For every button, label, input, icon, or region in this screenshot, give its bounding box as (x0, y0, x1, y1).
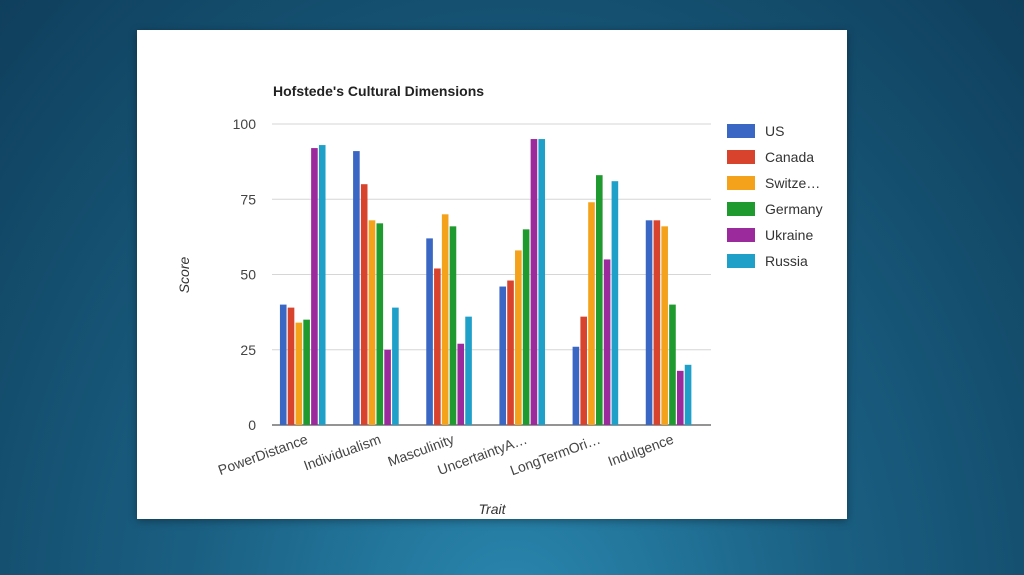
x-axis-title: Trait (479, 501, 507, 517)
legend-swatch-russia (727, 254, 755, 268)
chart-title: Hofstede's Cultural Dimensions (273, 83, 484, 99)
legend-swatch-us (727, 124, 755, 138)
bar-ukraine-0 (311, 148, 318, 425)
bar-us-2 (426, 238, 433, 425)
bar-switzerland-4 (588, 202, 595, 425)
bar-ukraine-3 (530, 139, 538, 426)
gridlines (272, 123, 711, 426)
bar-ukraine-5 (676, 370, 684, 425)
bar-russia-0 (318, 145, 326, 425)
bar-germany-5 (669, 304, 676, 425)
bar-canada-2 (434, 268, 441, 425)
legend-swatch-ukraine (727, 228, 755, 242)
bar-switzerland-2 (441, 214, 449, 425)
bar-switzerland-0 (295, 322, 303, 425)
bar-chart: Hofstede's Cultural Dimensions 0 25 50 75 10… (176, 83, 823, 517)
bars (279, 139, 692, 426)
x-tick-label: PowerDistance (216, 431, 310, 478)
bar-germany-4 (595, 175, 603, 425)
bar-canada-1 (360, 184, 368, 425)
y-tick-label: 50 (240, 267, 256, 283)
bar-canada-4 (580, 316, 587, 425)
bar-ukraine-4 (603, 259, 611, 425)
y-tick-label: 100 (233, 116, 257, 132)
bar-russia-5 (684, 364, 692, 425)
bar-us-1 (353, 151, 360, 425)
x-tick-label: Indulgence (606, 431, 676, 470)
y-tick-labels: 0 25 50 75 100 (233, 116, 257, 433)
legend-label-us: US (765, 123, 784, 139)
x-tick-label: Individualism (301, 431, 383, 474)
bar-ukraine-2 (457, 343, 465, 425)
legend: US Canada Switze… Germany Ukraine Russia (727, 123, 823, 269)
bar-germany-3 (522, 229, 530, 425)
bar-us-4 (572, 346, 580, 425)
bar-russia-3 (538, 139, 546, 426)
legend-swatch-germany (727, 202, 755, 216)
bar-canada-0 (287, 307, 295, 425)
y-tick-label: 25 (240, 342, 256, 358)
bar-russia-1 (392, 307, 399, 425)
bar-switzerland-1 (368, 220, 376, 425)
legend-label-germany: Germany (765, 201, 823, 217)
chart-card: Hofstede's Cultural Dimensions 0 25 50 75 10… (137, 30, 847, 519)
y-tick-label: 75 (240, 191, 256, 207)
bar-canada-5 (653, 220, 661, 425)
legend-label-russia: Russia (765, 253, 808, 269)
bar-ukraine-1 (384, 349, 391, 425)
bar-us-0 (279, 304, 287, 425)
legend-swatch-switzerland (727, 176, 755, 190)
legend-label-switzerland: Switze… (765, 175, 820, 191)
bar-germany-2 (449, 226, 457, 425)
legend-label-ukraine: Ukraine (765, 227, 813, 243)
bar-germany-1 (376, 223, 384, 425)
bar-russia-2 (465, 316, 472, 425)
bar-germany-0 (303, 319, 310, 425)
bar-russia-4 (611, 181, 619, 425)
legend-label-canada: Canada (765, 149, 814, 165)
bar-switzerland-3 (515, 250, 522, 425)
y-tick-label: 0 (248, 417, 256, 433)
bar-us-5 (645, 220, 653, 425)
bar-canada-3 (507, 280, 514, 425)
legend-swatch-canada (727, 150, 755, 164)
y-axis-title: Score (176, 257, 192, 294)
bar-us-3 (499, 286, 507, 425)
bar-switzerland-5 (661, 226, 668, 425)
